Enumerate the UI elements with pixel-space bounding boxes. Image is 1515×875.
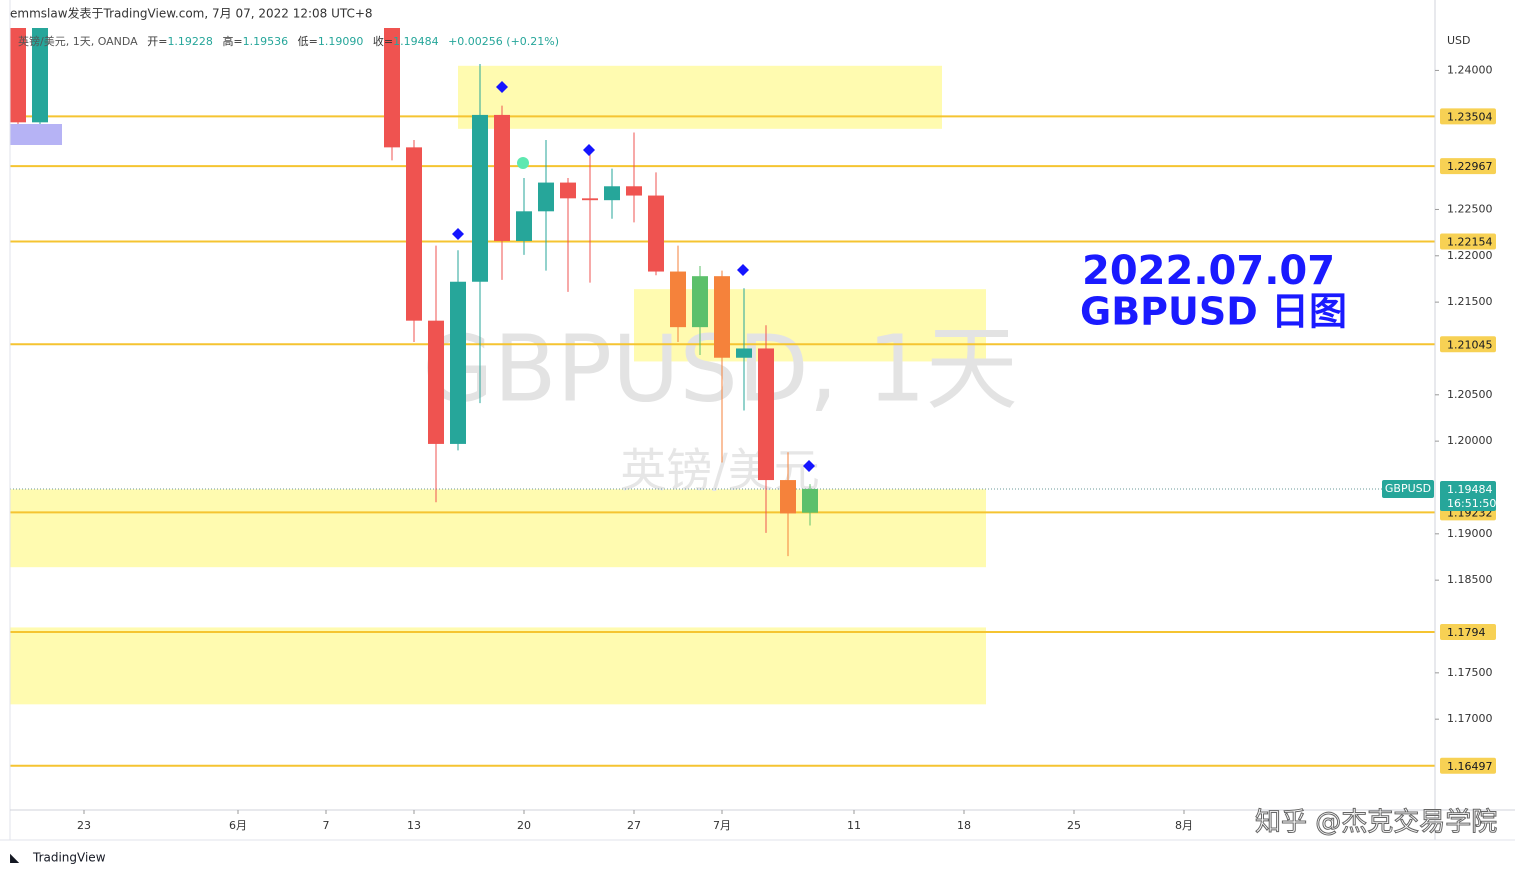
level-label-bg (1440, 624, 1496, 641)
y-tick-label: 1.21500 (1447, 295, 1493, 308)
level-label-bg (1440, 158, 1496, 175)
legend-label: 开= (147, 35, 167, 48)
legend-label: 收= (373, 34, 393, 48)
brand: TradingView (32, 851, 106, 865)
legend-label: 低= (298, 35, 318, 48)
marker (803, 460, 815, 472)
level-label: 1.22154 (1447, 236, 1493, 249)
level-label: 1.1794 (1447, 626, 1486, 639)
legend-symbol: 英镑/美元, 1天, OANDA (18, 34, 138, 48)
x-tick-label: 18 (957, 819, 971, 832)
candle-body (560, 182, 576, 199)
candle-body (670, 271, 686, 328)
axis-title: USD (1447, 34, 1471, 47)
candle-body (538, 182, 554, 212)
legend: 英镑/美元, 1天, OANDA 开=1.19228 高=1.19536 低=1… (18, 34, 559, 48)
legend-value: 1.19090 (318, 35, 364, 48)
candle-body (604, 186, 620, 201)
box (10, 124, 62, 145)
last-price-tag-bg (1382, 479, 1434, 498)
levels: 1.235041.229671.221541.210451.192321.179… (10, 108, 1496, 774)
brand-logo: ◣ (10, 851, 20, 865)
legend-value: 1.19484 (393, 35, 439, 48)
last-price-label-bg (1440, 480, 1496, 511)
candles (10, 28, 818, 557)
legend-change: +0.00256 (+0.21%) (448, 35, 559, 48)
marker (496, 81, 508, 93)
candle-body (32, 28, 48, 123)
y-tick-label: 1.22000 (1447, 249, 1493, 262)
y-tick-label: 1.17500 (1447, 666, 1493, 679)
annotation: GBPUSD 日图 (1080, 290, 1347, 334)
candle-body (626, 186, 642, 196)
candle-body (450, 281, 466, 444)
marker (737, 264, 749, 276)
level-label-bg (1440, 108, 1496, 125)
candle-body (780, 480, 796, 514)
level-label: 1.22967 (1447, 160, 1493, 173)
y-tick-label: 1.20500 (1447, 388, 1493, 401)
x-tick-label: 8月 (1175, 819, 1193, 832)
countdown: 16:51:50 (1447, 497, 1496, 510)
signal-markers (10, 81, 815, 472)
candle-body (10, 28, 26, 123)
zones (10, 65, 986, 705)
x-tick-label: 25 (1067, 819, 1081, 832)
level-label-bg (1440, 233, 1496, 250)
y-tick-label: 1.18500 (1447, 573, 1493, 586)
level-label: 1.21045 (1447, 338, 1493, 351)
x-tick-label: 27 (627, 819, 641, 832)
candle-body (692, 276, 708, 328)
publisher: emmslaw发表于TradingView.com, 7月 07, 2022 1… (10, 6, 373, 21)
candle-body (428, 320, 444, 444)
x-tick-label: 20 (517, 819, 531, 832)
y-tick-label: 1.17000 (1447, 712, 1493, 725)
y-tick-label: 1.19000 (1447, 527, 1493, 540)
candle-body (714, 276, 730, 358)
last-price-label: 1.19484 (1447, 483, 1493, 496)
candle-body (758, 348, 774, 481)
candle-body (472, 114, 488, 282)
x-tick-label: 13 (407, 819, 421, 832)
last-price-tag: GBPUSD (1385, 482, 1431, 495)
zone (458, 65, 942, 129)
marker (517, 157, 529, 169)
candle-body (406, 147, 422, 321)
candle-body (802, 488, 818, 513)
x-tick-label: 6月 (229, 819, 247, 832)
zone (10, 489, 986, 568)
marker (452, 228, 464, 240)
annotation: 2022.07.07 (1082, 248, 1335, 294)
x-tick-label: 11 (847, 819, 861, 832)
candle-body (494, 114, 510, 241)
level-label-bg (1440, 336, 1496, 353)
credit: 知乎 @杰克交易学院 (1255, 808, 1497, 838)
level-label: 1.23504 (1447, 110, 1493, 123)
y-tick-label: 1.22500 (1447, 202, 1493, 215)
x-tick-label: 7月 (713, 819, 731, 832)
legend-value: 1.19536 (243, 35, 289, 48)
zone (10, 627, 986, 705)
legend-label: 高= (222, 34, 242, 48)
y-tick-label: 1.20000 (1447, 434, 1493, 447)
x-tick-label: 23 (77, 819, 91, 832)
candle-body (516, 211, 532, 241)
x-tick-label: 7 (323, 819, 330, 832)
y-tick-label: 1.24000 (1447, 63, 1493, 76)
marker (583, 144, 595, 156)
legend-value: 1.19228 (167, 35, 213, 48)
candle-body (648, 195, 664, 272)
candle-body (736, 348, 752, 358)
level-label-bg (1440, 757, 1496, 774)
candle-body (582, 198, 598, 201)
level-label: 1.16497 (1447, 760, 1493, 773)
candle-body (384, 28, 400, 148)
